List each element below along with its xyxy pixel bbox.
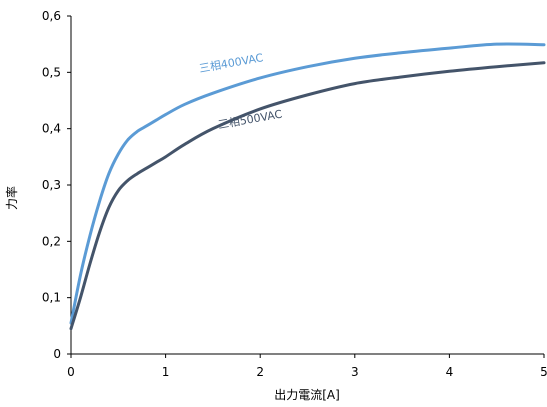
series-line-1 [69,61,546,331]
series-label-0: 三相400VAC [198,51,264,75]
y-tick-label: 0,3 [42,178,61,192]
x-tick-label: 4 [446,365,454,379]
y-tick-label: 0,4 [42,122,61,136]
y-tick-label: 0,1 [42,291,61,305]
y-tick-label: 0,5 [42,65,61,79]
x-tick-label: 1 [162,365,170,379]
x-tick-label: 3 [351,365,359,379]
x-tick-label: 5 [540,365,547,379]
axes: 0 0,1 0,2 0,3 0,4 0,5 0,6 0 1 2 3 4 5 [42,9,547,379]
y-axis-title: 力率 [4,186,19,210]
y-tick-label: 0 [53,347,61,361]
x-axis-title: 出力電流[A] [274,388,340,402]
series-line-0 [69,42,546,325]
x-tick-label: 0 [67,365,75,379]
x-tick-label: 2 [256,365,264,379]
series-layer [69,42,546,331]
y-tick-label: 0,6 [42,9,61,23]
y-tick-label: 0,2 [42,234,61,248]
